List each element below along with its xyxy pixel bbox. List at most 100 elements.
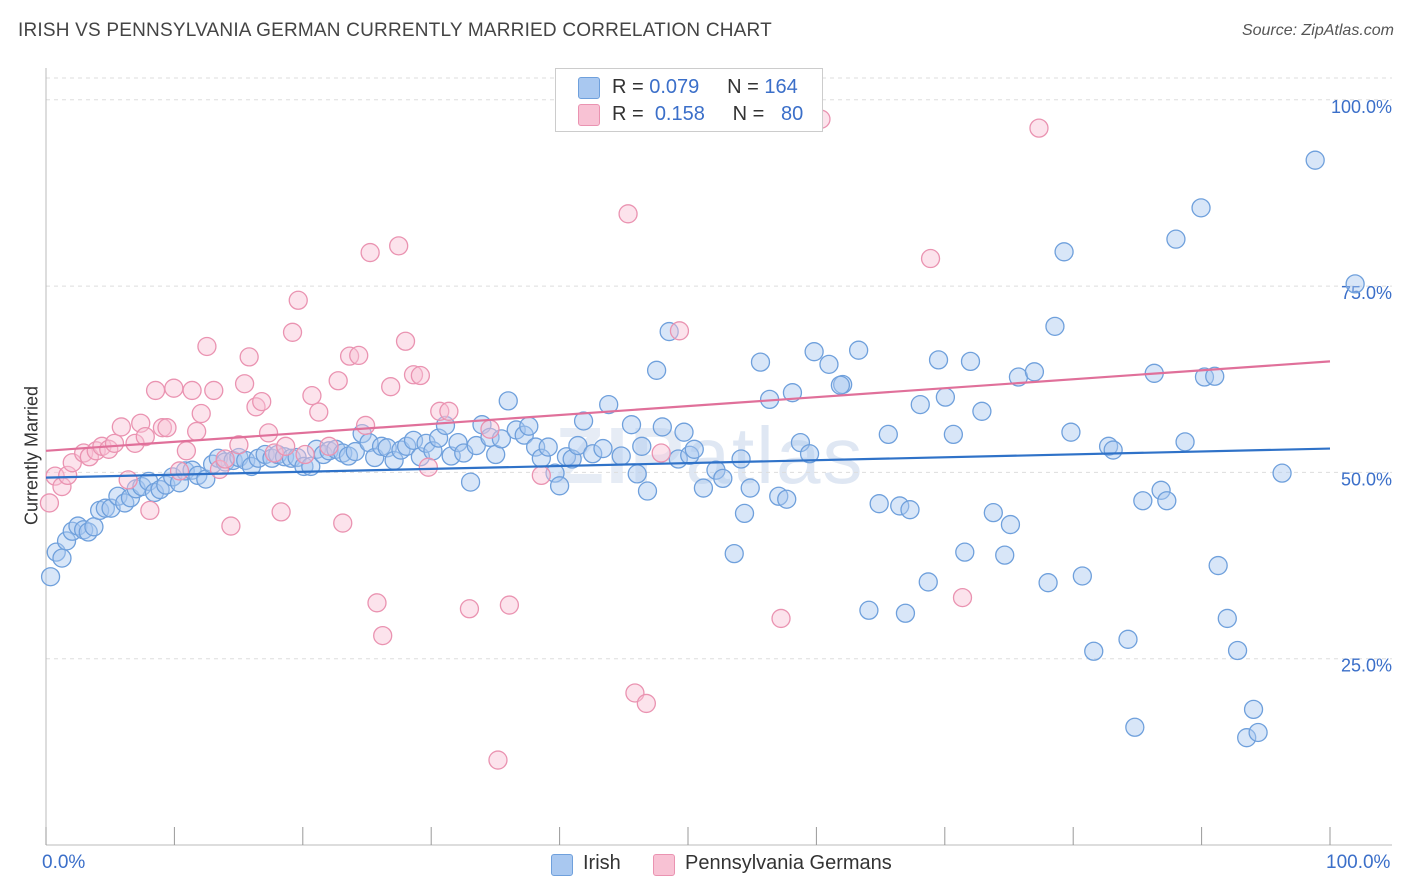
point-pg-22 <box>176 441 197 461</box>
x-tick-max: 100.0% <box>1326 852 1391 873</box>
point-irish-127 <box>918 572 938 592</box>
point-irish-121 <box>869 494 889 514</box>
point-irish-124 <box>895 603 916 623</box>
point-pg-29 <box>215 449 235 469</box>
trend-line-irish <box>45 447 1331 479</box>
legend-swatch-irish <box>578 77 600 99</box>
point-irish-112 <box>782 383 803 403</box>
point-pg-45 <box>319 436 339 456</box>
point-irish-154 <box>1175 432 1195 452</box>
point-irish-162 <box>1243 699 1264 720</box>
point-irish-144 <box>1084 641 1104 661</box>
point-pg-24 <box>187 421 207 442</box>
bottom-legend-swatch-pg <box>653 854 675 876</box>
point-irish-130 <box>943 424 964 445</box>
point-irish-136 <box>1000 514 1021 535</box>
point-irish-2 <box>52 548 72 568</box>
point-pg-11 <box>111 417 131 437</box>
point-pg-42 <box>295 444 315 465</box>
stats-legend: R = 0.079 N = 164 R = 0.158 N = 80 <box>555 68 823 132</box>
point-irish-98 <box>674 422 694 442</box>
point-pg-17 <box>145 380 166 401</box>
legend-pg-r-label: R = <box>612 103 644 125</box>
point-pg-74 <box>920 248 941 269</box>
point-pg-10 <box>104 433 125 453</box>
point-irish-111 <box>777 489 797 509</box>
point-irish-161 <box>1237 728 1257 748</box>
point-pg-30 <box>221 516 241 536</box>
point-irish-88 <box>599 394 619 415</box>
point-irish-73 <box>498 391 518 411</box>
point-irish-125 <box>900 500 920 520</box>
chart-title: IRISH VS PENNSYLVANIA GERMAN CURRENTLY M… <box>18 20 772 41</box>
point-irish-75 <box>514 425 534 445</box>
point-irish-91 <box>627 464 647 484</box>
point-irish-90 <box>621 415 642 435</box>
point-irish-159 <box>1217 608 1237 629</box>
point-irish-158 <box>1208 555 1228 576</box>
point-pg-66 <box>531 465 551 486</box>
point-irish-151 <box>1151 480 1171 500</box>
bottom-legend-label-pg: Pennsylvania Germans <box>685 852 892 874</box>
point-irish-105 <box>731 449 751 469</box>
point-irish-58 <box>403 430 424 451</box>
point-irish-81 <box>549 476 570 496</box>
point-irish-86 <box>583 444 603 464</box>
point-irish-133 <box>972 401 992 421</box>
point-irish-18 <box>144 482 165 503</box>
point-pg-57 <box>403 365 424 385</box>
point-irish-13 <box>115 493 135 513</box>
y-tick-label-25: 25.0% <box>1341 656 1392 676</box>
point-irish-156 <box>1194 367 1215 387</box>
legend-irish-n-label: N = <box>727 76 759 98</box>
point-irish-87 <box>593 438 613 459</box>
point-irish-96 <box>659 321 679 342</box>
point-irish-147 <box>1118 629 1138 649</box>
trend-line-pg <box>45 360 1331 452</box>
point-pg-61 <box>439 401 459 421</box>
point-irish-108 <box>750 352 771 372</box>
point-irish-93 <box>637 481 658 501</box>
point-irish-166 <box>1345 274 1365 294</box>
point-irish-115 <box>804 342 824 362</box>
point-irish-122 <box>878 424 898 445</box>
point-pg-35 <box>252 391 272 412</box>
point-irish-60 <box>416 433 436 453</box>
point-pg-12 <box>118 470 138 490</box>
point-irish-8 <box>84 517 104 537</box>
point-irish-141 <box>1054 242 1074 262</box>
point-pg-21 <box>169 461 190 481</box>
y-tick-label-75: 75.0% <box>1341 283 1392 303</box>
point-irish-89 <box>611 446 631 466</box>
point-pg-9 <box>99 439 119 459</box>
point-pg-31 <box>229 435 249 455</box>
point-irish-10 <box>95 498 116 518</box>
legend-irish-r-value: 0.079 <box>649 76 700 98</box>
point-pg-15 <box>135 426 155 447</box>
point-irish-100 <box>684 439 704 459</box>
point-irish-138 <box>1024 362 1045 382</box>
point-pg-54 <box>381 377 401 397</box>
point-irish-67 <box>460 472 481 492</box>
point-irish-140 <box>1045 316 1065 336</box>
point-pg-62 <box>459 599 480 619</box>
point-pg-43 <box>302 385 322 406</box>
point-pg-76 <box>1029 118 1049 138</box>
point-irish-132 <box>960 351 981 372</box>
point-irish-65 <box>448 432 468 453</box>
legend-text-irish: R = 0.079 N = 164 <box>612 76 798 99</box>
x-tick-min: 0.0% <box>42 852 86 873</box>
point-irish-152 <box>1157 491 1177 511</box>
point-irish-107 <box>740 478 760 498</box>
point-pg-49 <box>349 345 369 366</box>
point-irish-120 <box>859 600 879 620</box>
point-irish-163 <box>1248 722 1268 743</box>
watermark-atlas: atlas <box>685 411 865 500</box>
point-pg-55 <box>389 236 409 256</box>
point-pg-63 <box>480 419 500 439</box>
legend-irish-r-label: R = <box>612 76 644 98</box>
point-pg-67 <box>618 204 638 224</box>
bottom-legend-label-irish: Irish <box>583 852 621 874</box>
point-irish-129 <box>935 387 956 407</box>
